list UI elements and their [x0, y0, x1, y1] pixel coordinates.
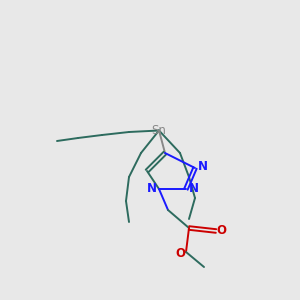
- Text: O: O: [216, 224, 226, 237]
- Text: N: N: [146, 182, 157, 196]
- Text: N: N: [188, 182, 199, 196]
- Text: Sn: Sn: [152, 124, 166, 137]
- Text: N: N: [197, 160, 208, 173]
- Text: O: O: [176, 247, 186, 260]
